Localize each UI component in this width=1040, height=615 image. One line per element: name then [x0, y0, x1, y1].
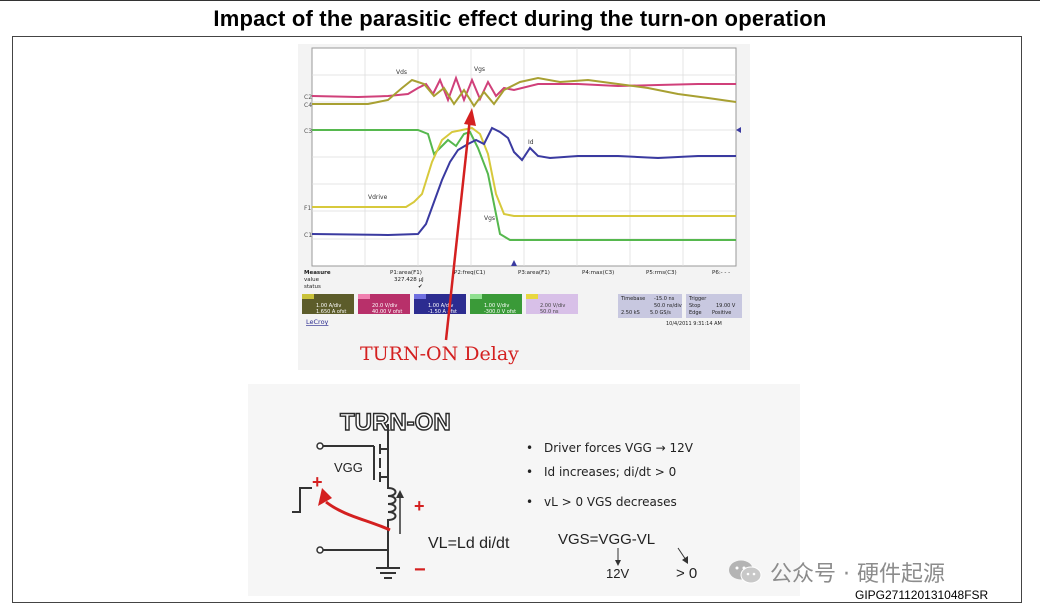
svg-text:value: value — [304, 277, 320, 283]
svg-text:327.428 µJ: 327.428 µJ — [394, 277, 424, 283]
bullet-3: • — [526, 495, 533, 509]
wechat-icon — [729, 560, 762, 584]
vgg-label: VGG — [334, 460, 363, 475]
gate-terminal — [316, 442, 324, 450]
svg-text:Positive: Positive — [712, 310, 731, 316]
svg-text:Measure: Measure — [304, 270, 331, 276]
svg-text:19.00 V: 19.00 V — [716, 303, 736, 309]
trace-olive — [312, 76, 737, 108]
trace-yellow — [312, 126, 736, 217]
oscilloscope-capture: Vds Vgs Id Vdrive Vgs C2 C4 C3 F1 C1 Measure… — [298, 44, 750, 370]
svg-text:2.50 kS: 2.50 kS — [621, 310, 640, 316]
annotation-arrow — [444, 117, 472, 341]
trigger-time-marker — [511, 260, 517, 266]
plus-left: + — [312, 472, 323, 492]
trace-magenta — [311, 75, 736, 103]
minus-right: − — [414, 559, 426, 581]
svg-text:Trigger: Trigger — [688, 296, 707, 302]
eq-result-right: > 0 — [676, 565, 697, 582]
label-vgs-low: Vgs — [484, 215, 495, 222]
svg-text:status: status — [304, 284, 321, 290]
ground-icon — [376, 567, 400, 579]
svg-text:1.00 V/div: 1.00 V/div — [484, 303, 509, 309]
turn-on-heading: TURN-ON — [340, 409, 451, 436]
svg-text:Stop: Stop — [689, 303, 700, 309]
timebase-trigger: Timebase -15.0 ns 50.0 ns/div 2.50 kS 5.… — [618, 294, 742, 327]
current-loop-arrowhead — [318, 488, 332, 506]
svg-text:C3: C3 — [304, 128, 312, 135]
label-vds: Vds — [396, 69, 407, 76]
document-id: GIPG271120131048FSR — [855, 588, 989, 602]
svg-text:50.0 ns: 50.0 ns — [540, 309, 559, 315]
svg-text:10/4/2011 9:31:14 AM: 10/4/2011 9:31:14 AM — [666, 321, 722, 327]
eq-result-left: 12V — [606, 566, 629, 581]
trigger-level-marker — [736, 127, 741, 133]
svg-text:F1: F1 — [304, 205, 311, 212]
svg-text:Timebase: Timebase — [620, 296, 645, 302]
svg-text:P3:area(F1): P3:area(F1) — [518, 270, 550, 276]
svg-text:-15.0 ns: -15.0 ns — [654, 296, 675, 302]
trace-green — [312, 129, 736, 241]
annotation-arrowhead — [464, 108, 476, 126]
svg-text:5.0 GS/s: 5.0 GS/s — [650, 310, 671, 316]
svg-text:Edge: Edge — [689, 310, 702, 316]
watermark: 公众号 · 硬件起源 — [728, 558, 945, 587]
lecroy-brand: LeCroy — [306, 318, 329, 326]
current-loop-arrow — [325, 500, 391, 532]
page-title: Impact of the parasitic effect during th… — [213, 6, 827, 31]
svg-text:50.0 ns/div: 50.0 ns/div — [654, 303, 682, 309]
bullet-1: • — [526, 441, 533, 455]
label-id: Id — [528, 139, 534, 146]
circuit-svg: TURN-ON VGG + — [292, 408, 697, 582]
eq-arrowhead-left — [615, 560, 621, 566]
content-frame — [12, 36, 1022, 603]
vl-arrowhead — [396, 490, 404, 498]
svg-text:40.00 V ofst: 40.00 V ofst — [372, 309, 402, 315]
bullet-text-3: vL > 0 VGS decreases — [544, 495, 677, 509]
mosfet-symbol — [322, 424, 389, 482]
bullet-2: • — [526, 465, 533, 479]
svg-text:P2:freq(C1): P2:freq(C1) — [454, 270, 485, 276]
svg-text:C4: C4 — [304, 102, 312, 109]
svg-text:-300.0 V ofst: -300.0 V ofst — [484, 309, 516, 315]
source-inductor — [387, 476, 397, 560]
trace-blue — [311, 126, 736, 237]
svg-text:1.00 A/div: 1.00 A/div — [428, 303, 453, 309]
svg-text:C1: C1 — [304, 232, 312, 239]
svg-text:C2: C2 — [304, 94, 312, 101]
vl-equation: VL=Ld di/dt — [428, 535, 510, 552]
measure-table: Measure value status P1:area(F1) P2:freq… — [304, 270, 730, 290]
svg-text:P5:rms(C3): P5:rms(C3) — [646, 270, 677, 276]
eq-arrowhead-right — [682, 556, 688, 564]
plus-right: + — [414, 496, 425, 516]
svg-text:✔: ✔ — [418, 284, 423, 290]
svg-text:-1.50 A ofst: -1.50 A ofst — [428, 309, 457, 315]
bullet-list: • Driver forces VGG → 12V • Id increases… — [526, 441, 694, 509]
turn-on-delay-label: TURN-ON Delay — [360, 343, 519, 365]
eq-arrow-right — [677, 547, 687, 561]
watermark-text: 公众号 · 硬件起源 — [770, 562, 945, 587]
bullet-text-2: Id increases; di/dt > 0 — [544, 465, 676, 479]
top-rule — [0, 0, 1040, 1]
svg-text:1.650 A ofst: 1.650 A ofst — [316, 309, 346, 315]
vgs-equation: VGS=VGG-VL — [558, 531, 655, 548]
turn-on-explanation: TURN-ON VGG + — [248, 384, 800, 596]
step-input-icon — [292, 487, 312, 513]
svg-text:20.0 V/div: 20.0 V/div — [372, 303, 397, 309]
label-vgs: Vgs — [474, 66, 485, 73]
source-terminal — [316, 546, 324, 554]
svg-text:2.00 V/div: 2.00 V/div — [540, 303, 565, 309]
svg-text:1.00 A/div: 1.00 A/div — [316, 303, 341, 309]
svg-text:P1:area(F1): P1:area(F1) — [390, 270, 422, 276]
label-vdrive: Vdrive — [368, 194, 388, 201]
svg-text:P6:- - -: P6:- - - — [712, 270, 730, 276]
svg-text:P4:max(C3): P4:max(C3) — [582, 270, 614, 276]
bullet-text-1: Driver forces VGG → 12V — [544, 441, 694, 455]
